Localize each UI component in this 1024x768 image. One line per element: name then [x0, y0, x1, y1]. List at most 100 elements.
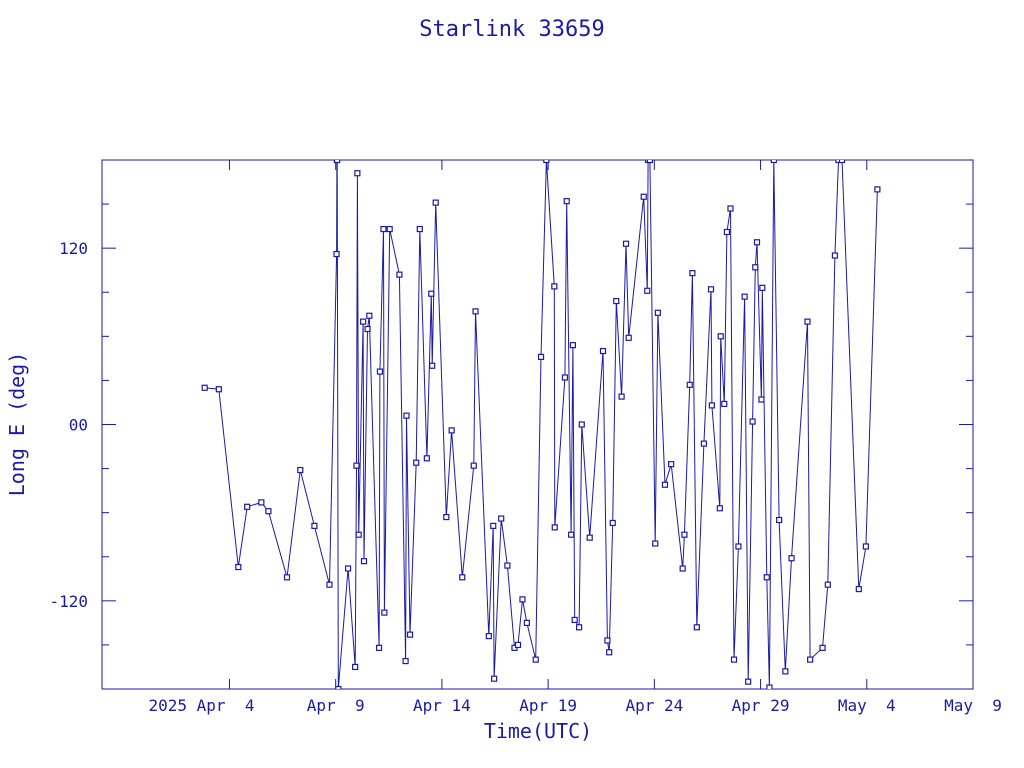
data-point — [788, 555, 795, 562]
plot-frame — [101, 159, 974, 690]
data-point — [618, 393, 625, 400]
data-point — [334, 160, 341, 164]
data-point — [311, 522, 318, 529]
data-point — [745, 678, 752, 685]
data-point — [763, 574, 770, 581]
data-point — [333, 250, 340, 258]
y-axis-label: Long E (deg) — [5, 352, 29, 497]
data-point — [380, 225, 387, 233]
data-point — [776, 516, 783, 524]
data-point — [576, 624, 583, 631]
data-point — [730, 656, 738, 663]
data-point — [640, 193, 647, 200]
data-point — [235, 563, 242, 571]
y-tick-label: 120 — [59, 239, 88, 258]
data-point — [770, 160, 777, 164]
y-tick-label: 00 — [69, 416, 88, 435]
data-point — [644, 287, 651, 294]
data-point — [578, 421, 585, 428]
data-point — [335, 685, 342, 689]
data-point — [727, 205, 734, 212]
x-tick-label: May 9 — [944, 696, 1002, 715]
data-point — [752, 264, 759, 271]
data-point — [652, 540, 659, 547]
data-point — [364, 325, 371, 333]
data-point — [700, 440, 708, 447]
data-point — [599, 347, 607, 355]
data-point — [416, 225, 423, 233]
data-point — [716, 505, 723, 512]
data-point — [831, 252, 839, 259]
data-point — [366, 312, 373, 319]
y-tick-labels: 120 00 -120 — [49, 239, 88, 611]
data-point — [782, 668, 789, 675]
data-point — [609, 519, 616, 527]
data-point — [472, 308, 479, 315]
data-point — [819, 644, 826, 651]
data-point — [824, 581, 831, 588]
data-point — [244, 503, 251, 510]
data-point — [360, 318, 367, 325]
data-point — [532, 656, 539, 663]
data-point — [661, 481, 669, 488]
plot-area — [201, 160, 881, 689]
data-point — [668, 461, 675, 468]
data-point — [402, 657, 409, 665]
data-point — [537, 353, 545, 361]
data-point — [707, 286, 715, 293]
x-tick-label: Apr 29 — [732, 696, 790, 715]
data-point — [749, 418, 756, 425]
data-point — [297, 466, 304, 474]
data-point — [283, 574, 291, 581]
data-point — [353, 462, 360, 469]
data-point — [679, 565, 686, 572]
data-point — [693, 624, 700, 631]
data-point — [646, 160, 654, 164]
data-point — [375, 644, 383, 651]
data-point — [490, 522, 497, 529]
data-point — [413, 459, 420, 466]
data-point — [201, 384, 208, 391]
data-point — [681, 531, 688, 538]
data-point — [606, 649, 613, 656]
axis-ticks — [102, 160, 974, 689]
x-tick-label: Apr 14 — [413, 696, 471, 715]
data-point — [514, 641, 522, 649]
x-tick-labels: 2025 Apr 4 Apr 9 Apr 14 Apr 19 Apr 24 Apr 29 M… — [148, 696, 1001, 715]
data-point — [551, 283, 558, 290]
x-axis-label: Time(UTC) — [484, 719, 592, 743]
data-point — [504, 562, 511, 569]
data-point — [708, 402, 715, 409]
data-point — [429, 362, 436, 369]
data-point — [561, 374, 569, 381]
data-point — [586, 534, 593, 541]
data-point — [432, 199, 439, 206]
data-point — [766, 684, 773, 689]
data-point — [258, 499, 265, 506]
data-point — [376, 368, 384, 375]
data-point — [604, 637, 611, 644]
data-point — [721, 400, 728, 408]
chart-title: Starlink 33659 — [419, 17, 604, 42]
data-point — [835, 160, 842, 164]
data-point — [396, 271, 403, 278]
x-tick-label: 2025 Apr 4 — [148, 696, 254, 715]
data-point — [622, 240, 630, 247]
data-point — [568, 531, 575, 538]
data-point — [386, 225, 393, 233]
data-point — [428, 290, 435, 297]
data-point — [543, 160, 550, 164]
data-point — [613, 297, 620, 305]
data-point — [381, 609, 388, 616]
data-point — [485, 632, 492, 640]
data-point — [265, 508, 272, 515]
series-line — [204, 160, 878, 689]
data-point — [753, 239, 761, 246]
data-point — [448, 427, 455, 434]
data-point — [759, 284, 766, 291]
data-point — [804, 318, 811, 325]
y-tick-label: -120 — [49, 592, 88, 611]
data-point — [354, 170, 361, 177]
data-point — [491, 675, 498, 682]
